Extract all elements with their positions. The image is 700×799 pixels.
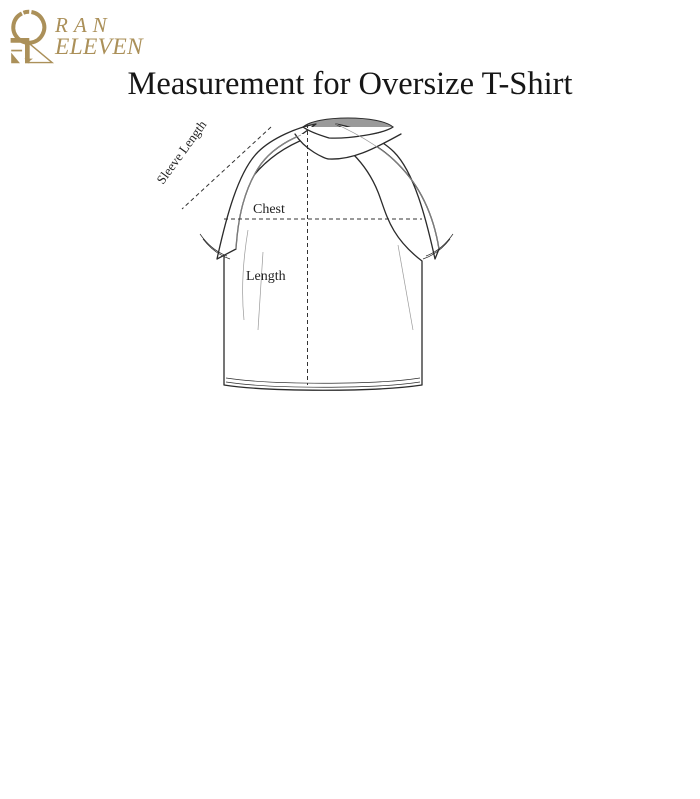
svg-text:Length: Length — [246, 269, 286, 284]
svg-text:Chest: Chest — [253, 202, 285, 217]
svg-text:Sleeve Length: Sleeve Length — [153, 117, 209, 187]
